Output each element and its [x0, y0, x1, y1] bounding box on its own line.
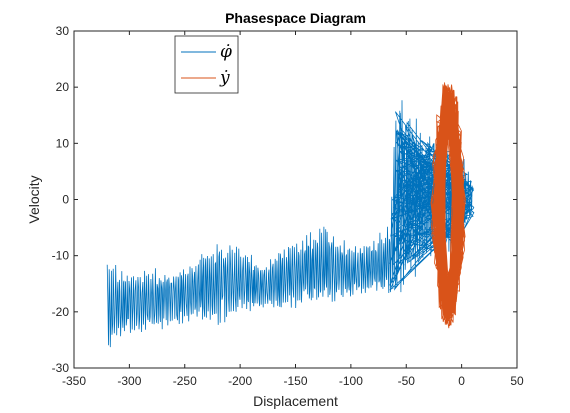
legend: φ̇ ẏ: [174, 35, 239, 94]
y-tick-label: 30: [56, 24, 70, 38]
series-y-dot-line: [430, 82, 466, 329]
y-axis-label: Velocity: [26, 175, 42, 223]
legend-label-phi-dot: φ̇: [220, 42, 232, 62]
y-tick-label: -10: [52, 249, 70, 263]
x-tick-label: 0: [458, 374, 465, 388]
x-tick-label: 50: [510, 374, 524, 388]
y-tick-label: 0: [62, 193, 69, 207]
legend-label-y-dot: ẏ: [219, 68, 230, 88]
x-tick-label: -300: [117, 374, 141, 388]
y-tick-label: -30: [52, 361, 70, 375]
x-tick-label: -150: [283, 374, 307, 388]
x-tick-label: -200: [228, 374, 252, 388]
y-tick-label: 10: [56, 136, 70, 150]
chart-title: Phasespace Diagram: [225, 10, 366, 26]
y-tick-label: 20: [56, 80, 70, 94]
x-axis-label: Displacement: [253, 393, 338, 409]
y-tick-label: -20: [52, 305, 70, 319]
x-tick-label: -350: [62, 374, 86, 388]
series-phi-dot-line: [106, 100, 475, 348]
legend-box: [174, 35, 239, 94]
x-tick-label: -100: [339, 374, 363, 388]
x-tick-label: -50: [398, 374, 416, 388]
x-tick-label: -250: [173, 374, 197, 388]
